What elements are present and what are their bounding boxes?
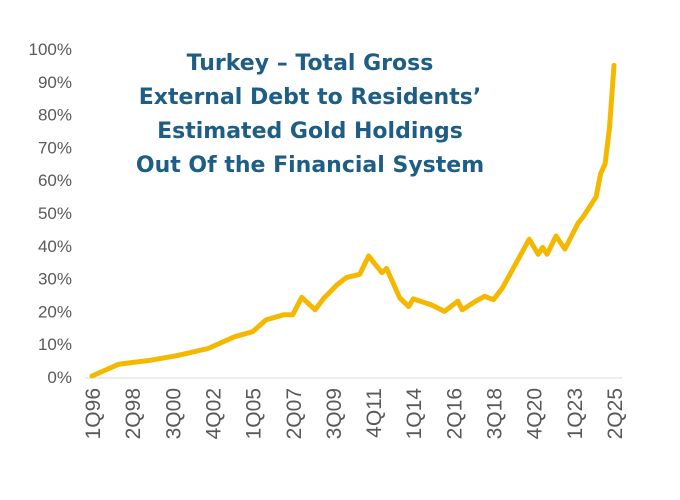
y-tick-label: 10%: [38, 335, 72, 354]
x-tick-label: 1Q14: [403, 388, 426, 440]
y-tick-label: 40%: [38, 237, 72, 256]
title-line-3: Estimated Gold Holdings: [157, 119, 463, 144]
y-tick-label: 100%: [29, 40, 72, 59]
title-line-1: Turkey – Total Gross: [187, 51, 434, 76]
x-tick-label: 3Q18: [484, 388, 507, 439]
x-tick-label: 4Q11: [363, 388, 386, 438]
y-tick-label: 90%: [38, 73, 72, 92]
x-tick-label: 2Q98: [122, 388, 145, 439]
x-tick-label: 3Q00: [162, 388, 185, 439]
y-tick-label: 30%: [38, 270, 72, 289]
x-tick-label: 1Q23: [564, 388, 587, 439]
series-line: [89, 62, 617, 379]
x-tick-label: 4Q20: [524, 388, 547, 439]
x-axis-ticks: 1Q96 2Q98 3Q00 4Q02 1Q05 2Q07 3Q09 4Q11 1Q14 2Q16…: [82, 388, 627, 440]
y-tick-label: 0%: [47, 368, 72, 387]
y-axis-ticks: 0% 10% 20% 30% 40% 50% 60% 70% 80% 90% 100%: [29, 40, 72, 387]
x-tick-label: 2Q25: [604, 388, 627, 439]
y-tick-label: 60%: [38, 171, 72, 190]
x-tick-label: 1Q96: [82, 388, 105, 439]
x-tick-label: 3Q09: [323, 388, 346, 439]
chart-title: Turkey – Total Gross External Debt to Re…: [136, 51, 484, 178]
y-tick-label: 50%: [38, 204, 72, 223]
y-tick-label: 80%: [38, 106, 72, 125]
x-tick-label: 2Q16: [443, 388, 466, 439]
x-tick-label: 1Q05: [243, 388, 266, 439]
x-tick-label: 4Q02: [202, 388, 225, 439]
title-line-2: External Debt to Residents’: [139, 85, 481, 110]
y-tick-label: 70%: [38, 138, 72, 157]
x-tick-label: 2Q07: [283, 388, 306, 439]
title-line-4: Out Of the Financial System: [136, 153, 484, 178]
y-tick-label: 20%: [38, 302, 72, 321]
